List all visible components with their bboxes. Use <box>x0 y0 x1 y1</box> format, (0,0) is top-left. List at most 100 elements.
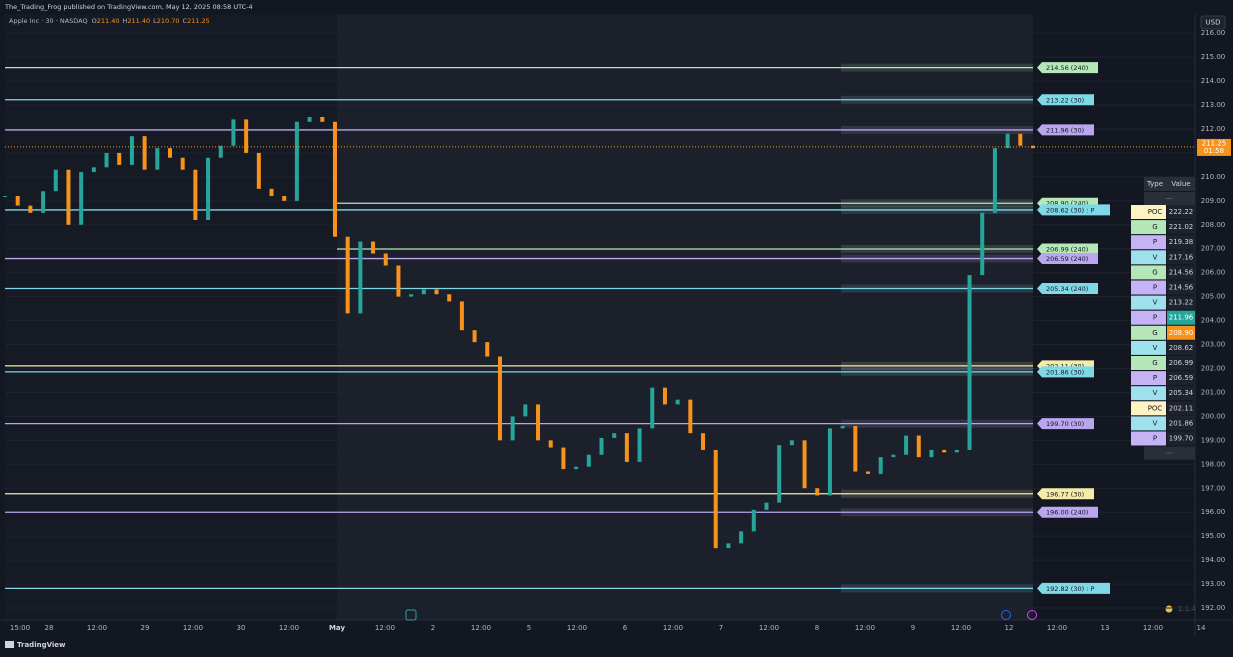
value-text: 214.56 <box>1169 268 1194 276</box>
candle <box>536 404 541 441</box>
y-tick-label: 216.00 <box>1201 29 1226 37</box>
candle <box>307 116 312 122</box>
candle <box>244 119 249 153</box>
level-label: 206.99 (240) <box>1046 245 1088 253</box>
type-cell <box>1131 356 1166 370</box>
y-tick-label: 207.00 <box>1201 245 1226 253</box>
type-text: P <box>1153 374 1157 382</box>
logo <box>5 641 14 648</box>
value-cell <box>1167 386 1195 401</box>
candle <box>383 253 388 266</box>
candle <box>523 404 528 417</box>
type-text: V <box>1153 344 1158 352</box>
y-tick-label: 209.00 <box>1201 197 1226 205</box>
level-label: 192.82 (30) : P <box>1046 585 1094 593</box>
candle <box>15 196 20 206</box>
y-tick-label: 203.00 <box>1201 341 1226 349</box>
y-tick-label: 214.00 <box>1201 77 1226 85</box>
x-tick-label: 29 <box>141 624 150 632</box>
y-tick-label: 192.00 <box>1201 604 1226 612</box>
x-tick-label: 12:00 <box>1143 624 1163 632</box>
level-tag <box>1037 366 1094 378</box>
level-tag <box>1037 506 1098 518</box>
y-tick-label: 206.00 <box>1201 269 1226 277</box>
level-tag <box>1037 124 1094 136</box>
level-label: 199.70 (30) <box>1046 420 1084 428</box>
ohlc-value: 210.70 <box>157 17 180 25</box>
value-text: 214.56 <box>1169 284 1194 292</box>
level-label: 214.56 (240) <box>1046 64 1088 72</box>
ohlc-key: C <box>183 17 188 25</box>
candle <box>320 116 325 122</box>
level-label: 208.62 (30) : P <box>1046 206 1094 214</box>
candle <box>967 275 972 450</box>
type-cell <box>1131 280 1166 295</box>
x-tick-label: May <box>329 624 345 632</box>
candle <box>688 399 693 434</box>
candle <box>713 449 718 549</box>
candle <box>789 440 794 446</box>
candle <box>53 169 58 192</box>
x-tick-label: 6 <box>623 624 628 632</box>
value-cell <box>1167 265 1195 280</box>
level-tag <box>1037 282 1098 294</box>
candle <box>155 148 160 170</box>
type-cell <box>1131 295 1166 310</box>
candle <box>637 428 642 462</box>
candle <box>840 425 845 429</box>
level-label: 196.77 (30) <box>1046 490 1084 498</box>
x-tick-label: 12:00 <box>471 624 491 632</box>
ohlc-value: 211.40 <box>97 17 120 25</box>
level-label: 211.96 (30) <box>1046 126 1084 134</box>
value-text: 217.16 <box>1169 253 1194 261</box>
candle <box>104 152 109 168</box>
table-more: ... <box>1166 193 1173 201</box>
level-tag <box>1037 62 1098 74</box>
value-cell <box>1167 356 1195 370</box>
brand: TradingView <box>17 641 66 649</box>
x-tick-label: 12:00 <box>663 624 683 632</box>
type-cell <box>1131 401 1166 416</box>
level-label: 201.86 (30) <box>1046 368 1084 376</box>
table-header-bg <box>1144 177 1195 191</box>
x-tick-label: 5 <box>527 624 531 632</box>
y-tick-label: 196.00 <box>1201 508 1226 516</box>
y-tick-label: 194.00 <box>1201 556 1226 564</box>
y-tick-label: 195.00 <box>1201 532 1226 540</box>
type-text: V <box>1153 299 1158 307</box>
type-text: G <box>1152 223 1157 231</box>
currency-button[interactable] <box>1200 15 1226 30</box>
x-tick-label: 12:00 <box>951 624 971 632</box>
x-tick-label: 12:00 <box>567 624 587 632</box>
type-text: G <box>1152 268 1157 276</box>
candle <box>866 471 871 474</box>
candle <box>802 440 807 489</box>
candle <box>206 157 211 220</box>
type-cell <box>1131 250 1166 265</box>
type-cell <box>1131 340 1166 355</box>
type-text: P <box>1153 314 1157 322</box>
y-tick-label: 205.00 <box>1201 293 1226 301</box>
y-tick-label: 208.00 <box>1201 221 1226 229</box>
candle <box>574 466 579 470</box>
candle <box>332 121 337 237</box>
level-tag <box>1037 243 1098 255</box>
event-marker[interactable] <box>1027 610 1037 620</box>
candle <box>66 169 71 225</box>
x-tick-label: 14 <box>1197 624 1206 632</box>
value-text: 208.90 <box>1169 329 1194 337</box>
candle <box>167 148 172 158</box>
candle <box>612 433 617 438</box>
event-marker[interactable] <box>1001 610 1011 620</box>
value-cell <box>1167 280 1195 295</box>
x-tick-label: 30 <box>237 624 246 632</box>
value-text: 206.99 <box>1169 359 1194 367</box>
candle <box>41 191 46 213</box>
candle <box>409 294 414 297</box>
x-tick-label: 12:00 <box>87 624 107 632</box>
candle <box>294 121 299 201</box>
dividend-marker[interactable] <box>405 609 417 621</box>
level-tag <box>1037 94 1094 106</box>
level-tag <box>1037 582 1110 594</box>
level-label: 208.90 (240) <box>1046 200 1088 208</box>
